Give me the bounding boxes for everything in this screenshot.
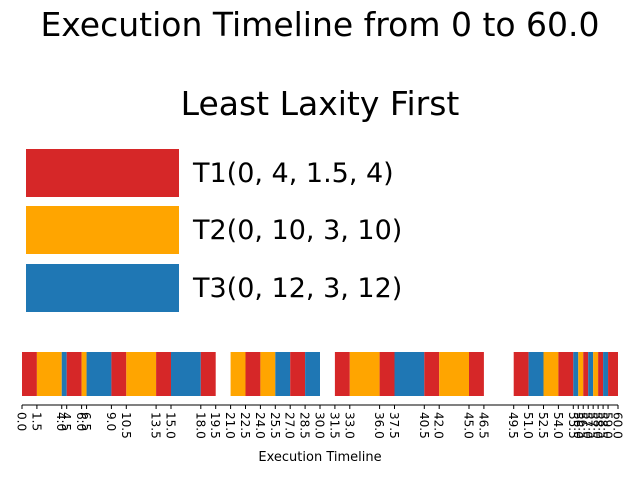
timeline-bar-t2-32	[593, 352, 599, 396]
x-tick-label: 28.5	[298, 412, 312, 439]
x-tick-label: 45.0	[462, 412, 476, 439]
x-tick-label: 36.0	[372, 412, 386, 439]
timeline-bar-t3-2	[61, 352, 67, 396]
x-tick-label: 6.5	[79, 412, 93, 431]
x-tick-label: 30.0	[313, 412, 327, 439]
x-tick-label: 4.0	[54, 412, 68, 431]
timeline-bar-t1-3	[66, 352, 82, 396]
x-tick-label: 51.0	[521, 412, 535, 439]
legend-swatch-t1	[26, 149, 179, 197]
timeline-bar-t1-35	[608, 352, 618, 396]
legend-swatch-t2	[26, 206, 179, 254]
timeline-bar-t3-31	[588, 352, 594, 396]
timeline-bar-t1-33	[598, 352, 604, 396]
x-tick-label: 58.5	[596, 412, 610, 439]
timeline-bar-t1-10	[200, 352, 216, 396]
timeline-bar-t3-34	[603, 352, 609, 396]
timeline-bar-t1-27	[558, 352, 574, 396]
timeline-bar-t3-16	[305, 352, 320, 396]
x-tick-label: 33.0	[342, 412, 356, 439]
timeline-bar-t3-9	[171, 352, 201, 396]
x-tick-label: 42.0	[432, 412, 446, 439]
x-tick-label: 52.5	[536, 412, 550, 439]
x-tick-label: 6.0	[74, 412, 88, 431]
x-tick-label: 15.0	[164, 412, 178, 439]
x-axis-label: Execution Timeline	[258, 450, 382, 465]
legend-label-t1: T1(0, 4, 1.5, 4)	[193, 157, 394, 189]
x-tick-label: 9.0	[104, 412, 118, 431]
x-tick-label: 25.5	[268, 412, 282, 439]
timeline-bar-t2-4	[81, 352, 87, 396]
x-tick-label: 59.0	[601, 412, 615, 439]
x-tick-label: 60.0	[611, 412, 625, 439]
timeline-bar-t1-30	[583, 352, 589, 396]
x-tick-label: 57.5	[586, 412, 600, 439]
timeline-bar-t3-20	[394, 352, 425, 396]
x-tick-label: 31.5	[327, 412, 341, 439]
legend-item-t3: T3(0, 12, 3, 12)	[26, 264, 402, 312]
timeline-bar-t1-0	[22, 352, 37, 396]
x-tick-label: 22.5	[238, 412, 252, 439]
timeline-bar-t1-21	[424, 352, 440, 396]
timeline-bar-t2-11	[230, 352, 246, 396]
legend-swatch-t3	[26, 264, 179, 312]
x-tick-label: 58.0	[591, 412, 605, 439]
x-tick-label: 0.0	[15, 412, 29, 431]
x-tick-label: 49.5	[506, 412, 520, 439]
timeline-bar-t2-1	[36, 352, 62, 396]
timeline-bar-t3-25	[528, 352, 544, 396]
x-tick-label: 56.5	[576, 412, 590, 439]
x-tick-label: 57.0	[581, 412, 595, 439]
x-tick-label: 37.5	[387, 412, 401, 439]
x-tick-label: 24.0	[253, 412, 267, 439]
timeline-bar-t1-23	[469, 352, 484, 396]
chart-subtitle: Least Laxity First	[180, 84, 460, 123]
legend-item-t2: T2(0, 10, 3, 10)	[26, 206, 402, 254]
legend-label-t2: T2(0, 10, 3, 10)	[193, 214, 403, 246]
timeline-bar-t2-18	[349, 352, 380, 396]
timeline-bar-t1-6	[111, 352, 127, 396]
timeline-bar-t2-29	[578, 352, 584, 396]
legend-item-t1: T1(0, 4, 1.5, 4)	[26, 149, 394, 197]
timeline-bar-t2-22	[439, 352, 469, 396]
x-tick-label: 56.0	[571, 412, 585, 439]
x-tick-label: 4.5	[59, 412, 73, 431]
timeline-bar-t2-13	[260, 352, 276, 396]
x-tick-label: 21.0	[223, 412, 237, 439]
x-tick-label: 46.5	[476, 412, 490, 439]
timeline-bar-t2-7	[126, 352, 157, 396]
timeline-bar-t3-5	[86, 352, 112, 396]
x-tick-label: 1.5	[29, 412, 43, 431]
x-tick-label: 54.0	[551, 412, 565, 439]
timeline-bar-t1-8	[156, 352, 171, 396]
timeline-bar-t1-15	[290, 352, 306, 396]
timeline-bar-t1-24	[513, 352, 529, 396]
x-tick-label: 19.5	[208, 412, 222, 439]
chart-title: Execution Timeline from 0 to 60.0	[40, 5, 600, 44]
x-tick-label: 18.0	[193, 412, 207, 439]
execution-timeline-chart: 0.0 1.5 4.04.5 6.06.5 9.0 10.5 13.5 15.0 18.0 19.…	[15, 352, 625, 439]
x-tick-label: 13.5	[149, 412, 163, 439]
timeline-bar-t2-26	[543, 352, 559, 396]
timeline-bar-t3-14	[275, 352, 291, 396]
x-tick-label: 55.5	[566, 412, 580, 439]
timeline-bar-t1-19	[379, 352, 395, 396]
timeline-bar-t3-28	[573, 352, 579, 396]
timeline-bar-t1-12	[245, 352, 261, 396]
x-tick-label: 10.5	[119, 412, 133, 439]
timeline-bar-t1-17	[334, 352, 350, 396]
x-tick-label: 40.5	[417, 412, 431, 439]
x-tick-label: 27.0	[283, 412, 297, 439]
legend-label-t3: T3(0, 12, 3, 12)	[193, 272, 403, 304]
